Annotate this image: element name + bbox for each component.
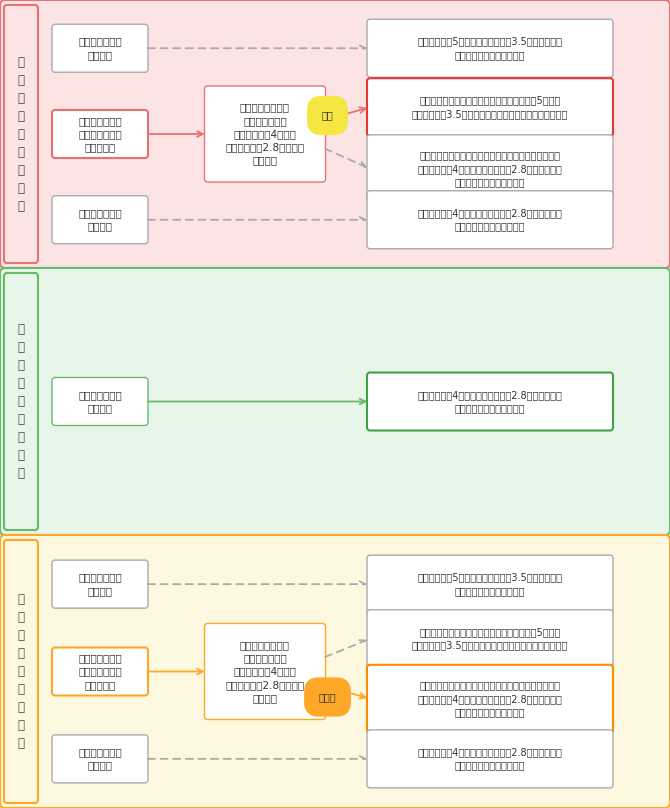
FancyBboxPatch shape xyxy=(0,0,670,268)
Text: 所得税の場合4万円・住民税の場合2.8万円を限度に
控除する〈新制度を適用〉: 所得税の場合4万円・住民税の場合2.8万円を限度に 控除する〈新制度を適用〉 xyxy=(417,390,562,413)
Text: 旧制度適用契約のみを選択し、所得税の場合5万円・
住民税の場合3.5万円を限度に控除する〈旧制度を適用〉: 旧制度適用契約のみを選択し、所得税の場合5万円・ 住民税の場合3.5万円を限度に… xyxy=(412,95,568,119)
Text: 介
護
医
療
保
険
料
控
除: 介 護 医 療 保 険 料 控 除 xyxy=(17,323,25,480)
FancyBboxPatch shape xyxy=(367,372,613,431)
FancyBboxPatch shape xyxy=(4,5,38,263)
FancyBboxPatch shape xyxy=(52,734,148,783)
FancyBboxPatch shape xyxy=(52,560,148,608)
FancyBboxPatch shape xyxy=(52,110,148,158)
Text: 旧制度適用契約
のみ加入: 旧制度適用契約 のみ加入 xyxy=(78,573,122,595)
Text: 旧制度適用契約
新制度適用契約
両方に加入: 旧制度適用契約 新制度適用契約 両方に加入 xyxy=(78,116,122,152)
FancyBboxPatch shape xyxy=(0,268,670,535)
Text: 所得税の場合4万円・住民税の場合2.8万円を限度に
控除する〈新制度を適用〉: 所得税の場合4万円・住民税の場合2.8万円を限度に 控除する〈新制度を適用〉 xyxy=(417,747,562,771)
Text: 一
般
生
命
保
険
料
控
除: 一 般 生 命 保 険 料 控 除 xyxy=(17,56,25,213)
FancyBboxPatch shape xyxy=(4,273,38,530)
Text: 新制度適用契約
のみ加入: 新制度適用契約 のみ加入 xyxy=(78,208,122,231)
FancyBboxPatch shape xyxy=(204,624,326,719)
FancyBboxPatch shape xyxy=(367,19,613,78)
Text: 所得税の場合5万円・住民税の場合3.5万円を限度に
控除する〈旧制度を適用〉: 所得税の場合5万円・住民税の場合3.5万円を限度に 控除する〈旧制度を適用〉 xyxy=(417,36,563,60)
FancyBboxPatch shape xyxy=(204,86,326,182)
FancyBboxPatch shape xyxy=(367,78,613,137)
Text: 旧制度適用契約のみを選択し、所得税の場合5万円・
住民税の場合3.5万円を限度に控除する〈旧制度を適用〉: 旧制度適用契約のみを選択し、所得税の場合5万円・ 住民税の場合3.5万円を限度に… xyxy=(412,627,568,650)
Text: 旧制度適用契約と新制度適用契約の控除額の合計で、
所得税の場合4万円・住民税の場合2.8万円を限度に
控除する〈新制度を適用〉: 旧制度適用契約と新制度適用契約の控除額の合計で、 所得税の場合4万円・住民税の場… xyxy=(417,680,562,717)
FancyBboxPatch shape xyxy=(367,135,613,203)
Text: 旧制度適用契約の
保険料控除額が
所得税の場合4万円・
住民税の場合2.8万円以上
ですか？: 旧制度適用契約の 保険料控除額が 所得税の場合4万円・ 住民税の場合2.8万円以… xyxy=(225,103,305,166)
Text: 旧制度適用契約
新制度適用契約
両方に加入: 旧制度適用契約 新制度適用契約 両方に加入 xyxy=(78,654,122,690)
Text: はい: はい xyxy=(322,111,334,120)
FancyBboxPatch shape xyxy=(52,377,148,426)
Text: 旧制度適用契約と新制度適用契約の控除額の合計で、
所得税の場合4万円・住民税の場合2.8万円を限度に
控除する〈新制度を適用〉: 旧制度適用契約と新制度適用契約の控除額の合計で、 所得税の場合4万円・住民税の場… xyxy=(417,150,562,187)
FancyBboxPatch shape xyxy=(0,535,670,808)
FancyBboxPatch shape xyxy=(367,610,613,667)
Text: 個
人
年
金
保
険
料
控
除: 個 人 年 金 保 険 料 控 除 xyxy=(17,593,25,750)
FancyBboxPatch shape xyxy=(367,730,613,788)
FancyBboxPatch shape xyxy=(367,555,613,613)
FancyBboxPatch shape xyxy=(367,665,613,733)
FancyBboxPatch shape xyxy=(4,540,38,803)
FancyBboxPatch shape xyxy=(52,647,148,696)
Text: 新制度適用契約
のみ加入: 新制度適用契約 のみ加入 xyxy=(78,747,122,771)
Text: 旧制度適用契約の
保険料控除額が
所得税の場合4万円・
住民税の場合2.8万円以上
ですか？: 旧制度適用契約の 保険料控除額が 所得税の場合4万円・ 住民税の場合2.8万円以… xyxy=(225,640,305,703)
Text: 新制度適用契約
のみ加入: 新制度適用契約 のみ加入 xyxy=(78,390,122,413)
FancyBboxPatch shape xyxy=(52,196,148,244)
FancyBboxPatch shape xyxy=(367,191,613,249)
Text: 所得税の場合5万円・住民税の場合3.5万円を限度に
控除する〈旧制度を適用〉: 所得税の場合5万円・住民税の場合3.5万円を限度に 控除する〈旧制度を適用〉 xyxy=(417,573,563,595)
Text: 所得税の場合4万円・住民税の場合2.8万円を限度に
控除する〈新制度を適用〉: 所得税の場合4万円・住民税の場合2.8万円を限度に 控除する〈新制度を適用〉 xyxy=(417,208,562,231)
Text: 旧制度適用契約
のみ加入: 旧制度適用契約 のみ加入 xyxy=(78,36,122,60)
Text: いいえ: いいえ xyxy=(319,692,336,702)
FancyBboxPatch shape xyxy=(52,24,148,72)
